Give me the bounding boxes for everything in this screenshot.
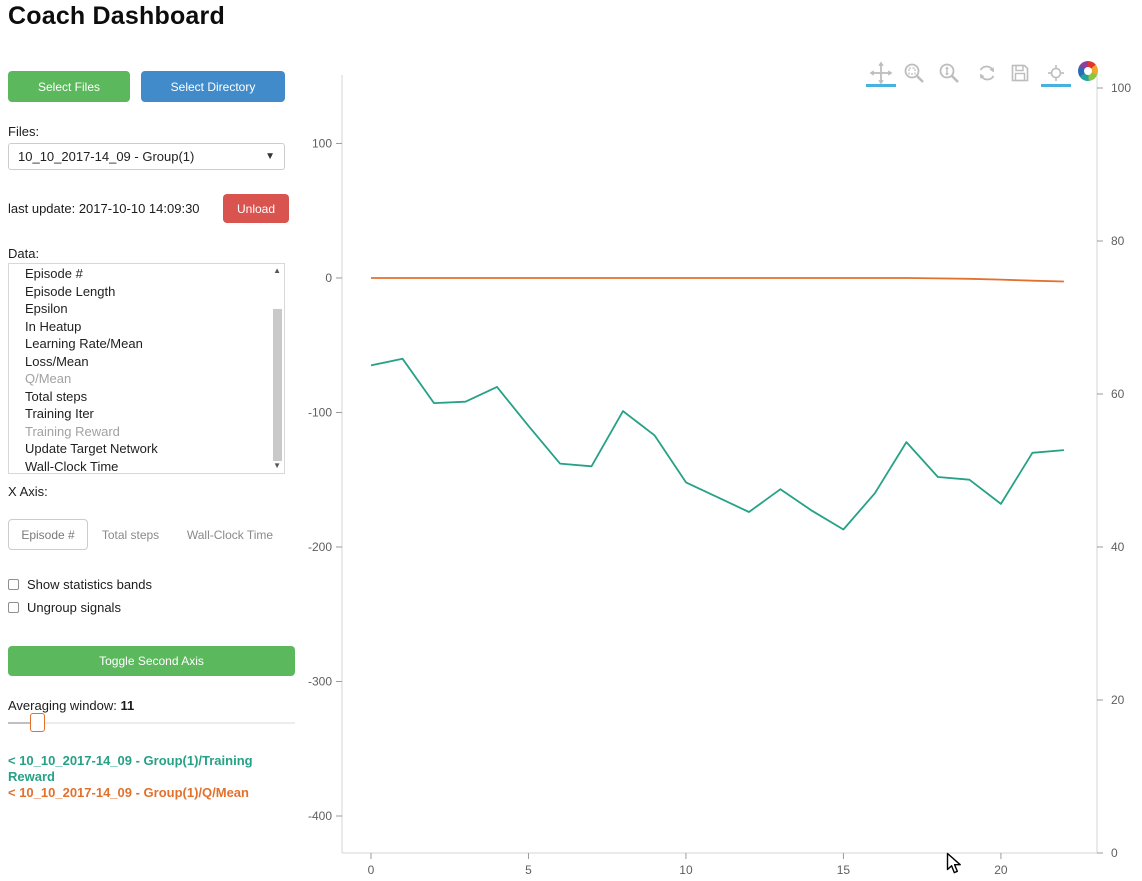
left-axis-tick-label: -400 (308, 809, 332, 823)
bokeh-logo-icon[interactable] (1078, 61, 1098, 81)
checkbox-label: Ungroup signals (27, 599, 121, 615)
averaging-window-slider-track[interactable] (8, 722, 295, 724)
x-axis-tab-group: Episode # Total steps Wall-Clock Time (8, 519, 287, 550)
files-select[interactable]: 10_10_2017-14_09 - Group(1) ▼ (8, 143, 285, 170)
scroll-down-icon[interactable]: ▼ (273, 461, 281, 470)
reset-tool-icon[interactable] (974, 61, 1000, 85)
scroll-up-icon[interactable]: ▲ (273, 266, 281, 275)
x-axis-tick-label: 0 (368, 863, 375, 877)
save-tool-icon[interactable] (1007, 61, 1033, 85)
xaxis-tab-episode[interactable]: Episode # (8, 519, 88, 550)
select-files-button[interactable]: Select Files (8, 71, 130, 102)
averaging-window-row: Averaging window: 11 (8, 698, 134, 713)
hover-tool-icon[interactable] (1043, 61, 1069, 85)
left-axis-tick-label: -200 (308, 540, 332, 554)
right-axis-tick-label: 0 (1111, 846, 1118, 860)
data-list-item-training-iter[interactable]: Training Iter (25, 406, 94, 421)
pan-tool-icon[interactable] (868, 61, 894, 85)
mouse-cursor (946, 852, 961, 874)
checkbox-ungroup-signals[interactable] (8, 601, 19, 613)
checkbox-show-statistics-bands[interactable] (8, 578, 19, 590)
bokeh-logo-center (1084, 67, 1092, 75)
data-list-item-wall-clock-time[interactable]: Wall-Clock Time (25, 458, 119, 474)
wheel-zoom-tool-icon[interactable] (936, 61, 962, 85)
series-line-10-10-2017-14-09-group-1-q-mean (371, 277, 1064, 283)
left-axis-tick-label: -300 (308, 675, 332, 689)
files-select-value: 10_10_2017-14_09 - Group(1) (18, 149, 195, 164)
right-axis-tick-label: 100 (1111, 81, 1131, 95)
legend-item-1[interactable]: < 10_10_2017-14_09 - Group(1)/Q/Mean (8, 785, 249, 800)
x-axis-tick-label: 10 (679, 863, 693, 877)
x-axis-tick-label: 20 (994, 863, 1008, 877)
pan-tool-active-indicator (866, 84, 896, 87)
left-axis-tick-label: 0 (325, 271, 332, 285)
left-axis-tick-label: 100 (312, 136, 332, 150)
plot-area[interactable]: 100 0 -100 -200 -300 -400 100 80 60 40 20 0 0 5 10 15 20 (300, 60, 1142, 881)
series-line-10-10-2017-14-09-group-1-training-reward (370, 357, 1064, 531)
x-axis-tick-label: 15 (837, 863, 851, 877)
xaxis-tab-wall-clock-time[interactable]: Wall-Clock Time (186, 527, 274, 542)
data-label: Data: (8, 246, 40, 261)
averaging-window-label: Averaging window: (8, 698, 117, 713)
files-label: Files: (8, 124, 40, 139)
x-axis-label: X Axis: (8, 484, 48, 499)
data-list-item-epsilon[interactable]: Epsilon (25, 301, 68, 316)
left-axis-tick-label: -100 (308, 405, 332, 419)
select-directory-button[interactable]: Select Directory (141, 71, 285, 102)
data-list-item-loss-mean[interactable]: Loss/Mean (25, 353, 89, 369)
data-list-item-total-steps[interactable]: Total steps (25, 388, 88, 404)
averaging-window-value: 11 (120, 698, 135, 713)
right-axis-tick-label: 80 (1111, 234, 1125, 248)
right-axis-tick-label: 20 (1111, 693, 1125, 707)
toggle-second-axis-button[interactable]: Toggle Second Axis (8, 646, 295, 676)
checkbox-label: Show statistics bands (27, 576, 153, 592)
data-list-item-episode[interactable]: Episode # (25, 266, 83, 281)
page-title: Coach Dashboard (8, 2, 225, 30)
data-listbox: Episode # Episode Length Epsilon In Heatup L… (8, 263, 285, 474)
last-update-text: last update: 2017-10-10 14:09:30 (8, 201, 200, 216)
x-axis-tick-label: 5 (525, 863, 532, 877)
data-list-item-in-heatup[interactable]: In Heatup (25, 318, 82, 334)
data-list: Episode # Episode Length Epsilon In Heatup L… (9, 264, 284, 475)
unload-button[interactable]: Unload (223, 194, 289, 223)
legend-item-0[interactable]: < 10_10_2017-14_09 - Group(1)/Training R… (8, 753, 253, 784)
checkbox-row-show-statistics-bands[interactable]: Show statistics bands (8, 576, 152, 592)
hover-tool-active-indicator (1041, 84, 1071, 87)
averaging-window-slider-handle[interactable] (30, 713, 45, 732)
xaxis-tab-total-steps[interactable]: Total steps (101, 527, 160, 542)
box-zoom-tool-icon[interactable] (901, 61, 927, 85)
data-list-item-q-mean[interactable]: Q/Mean (25, 371, 72, 386)
data-list-item-training-reward[interactable]: Training Reward (25, 423, 120, 439)
right-axis-tick-label: 60 (1111, 387, 1125, 401)
chevron-down-icon: ▼ (265, 151, 275, 162)
data-list-item-learning-rate-mean[interactable]: Learning Rate/Mean (25, 336, 143, 351)
right-axis-tick-label: 40 (1111, 540, 1125, 554)
data-list-item-update-target-network[interactable]: Update Target Network (25, 441, 158, 456)
checkbox-row-ungroup-signals[interactable]: Ungroup signals (8, 599, 121, 615)
scrollbar-thumb[interactable] (273, 309, 282, 461)
averaging-window-slider-fill (8, 722, 32, 724)
data-list-item-episode-length[interactable]: Episode Length (25, 283, 116, 299)
